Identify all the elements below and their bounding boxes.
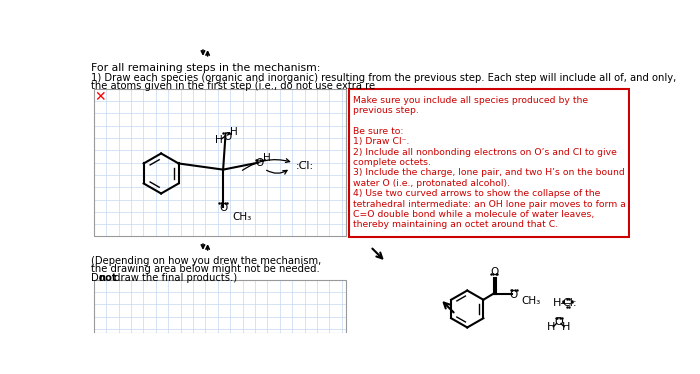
Text: H: H xyxy=(263,153,271,163)
Bar xyxy=(94,280,346,333)
Text: not: not xyxy=(98,273,117,283)
FancyArrowPatch shape xyxy=(267,170,287,174)
Text: Cl: Cl xyxy=(563,298,573,308)
Text: previous step.: previous step. xyxy=(353,106,419,115)
Text: O: O xyxy=(554,317,563,327)
FancyArrowPatch shape xyxy=(242,159,290,170)
Text: tetrahedral intermediate: an OH lone pair moves to form a: tetrahedral intermediate: an OH lone pai… xyxy=(353,200,625,209)
Text: O: O xyxy=(223,132,231,142)
Bar xyxy=(349,89,629,237)
Text: O: O xyxy=(510,290,518,300)
Text: CH₃: CH₃ xyxy=(232,212,252,223)
Text: :Cl̈:: :Cl̈: xyxy=(295,161,314,171)
Text: water O (i.e., protonated alcohol).: water O (i.e., protonated alcohol). xyxy=(353,179,510,188)
Text: 4) Use two curved arrows to show the collapse of the: 4) Use two curved arrows to show the col… xyxy=(353,189,600,198)
Text: H: H xyxy=(547,322,555,332)
Text: 3) Include the charge, lone pair, and two H’s on the bound: 3) Include the charge, lone pair, and tw… xyxy=(353,168,624,178)
Text: (Depending on how you drew the mechanism,: (Depending on how you drew the mechanism… xyxy=(92,256,321,266)
Text: 1) Draw Cl⁻.: 1) Draw Cl⁻. xyxy=(353,137,409,146)
Text: For all remaining steps in the mechanism:: For all remaining steps in the mechanism… xyxy=(92,63,321,73)
Text: Do: Do xyxy=(92,273,108,283)
Text: Make sure you include all species produced by the: Make sure you include all species produc… xyxy=(353,96,588,105)
Text: :: : xyxy=(573,298,576,308)
Text: O: O xyxy=(490,267,498,277)
Bar xyxy=(94,89,346,236)
Text: draw the final products.): draw the final products.) xyxy=(111,273,237,283)
Text: complete octets.: complete octets. xyxy=(353,158,430,167)
Text: 2) Include all nonbonding electrons on O’s and Cl to give: 2) Include all nonbonding electrons on O… xyxy=(353,148,617,157)
Text: H—: H— xyxy=(552,298,572,308)
Text: O: O xyxy=(219,203,228,213)
Text: Be sure to:: Be sure to: xyxy=(353,127,403,136)
Text: thereby maintaining an octet around that C.: thereby maintaining an octet around that… xyxy=(353,220,558,229)
Text: H: H xyxy=(215,135,223,145)
Text: H: H xyxy=(230,127,238,137)
Text: the atoms given in the first step (i.e., do not use extra re: the atoms given in the first step (i.e.,… xyxy=(92,81,375,91)
Text: C=O double bond while a molecule of water leaves,: C=O double bond while a molecule of wate… xyxy=(353,210,594,219)
Text: CH₃: CH₃ xyxy=(522,295,540,306)
Text: 1) Draw each species (organic and inorganic) resulting from the previous step. E: 1) Draw each species (organic and inorga… xyxy=(92,73,677,83)
Text: the drawing area below might not be needed.: the drawing area below might not be need… xyxy=(92,264,320,275)
Text: ✕: ✕ xyxy=(94,90,106,104)
Text: H: H xyxy=(562,322,570,332)
Text: O: O xyxy=(256,159,264,168)
